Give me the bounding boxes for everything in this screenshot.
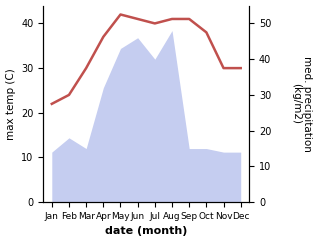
X-axis label: date (month): date (month) <box>105 227 187 236</box>
Y-axis label: max temp (C): max temp (C) <box>5 68 16 140</box>
Y-axis label: med. precipitation
(kg/m2): med. precipitation (kg/m2) <box>291 56 313 152</box>
